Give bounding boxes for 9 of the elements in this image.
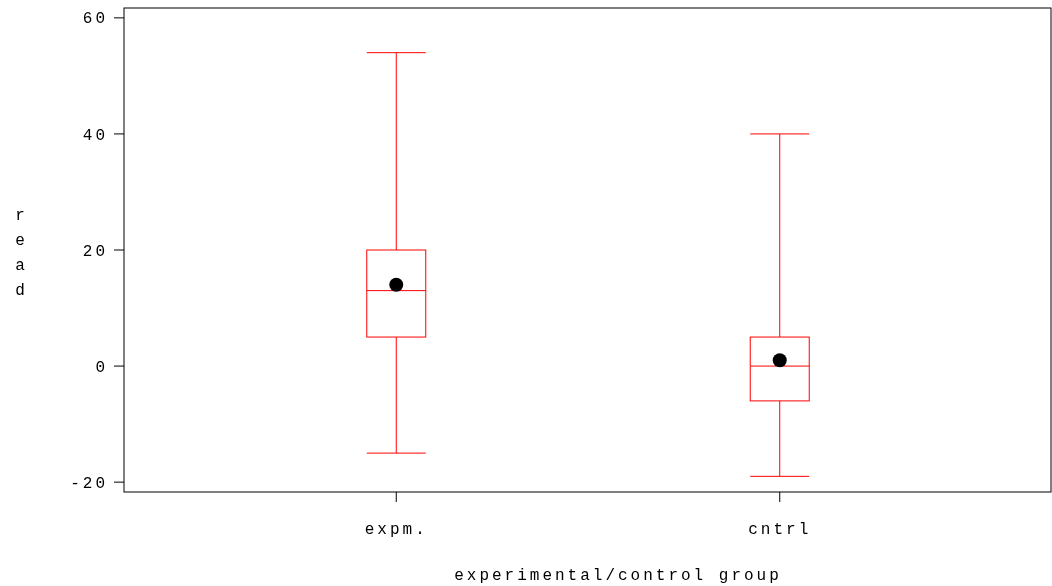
x-tick-label: cntrl [748,521,812,539]
y-tick-label: -20 [70,474,108,493]
y-tick-label: 60 [82,10,108,29]
y-tick-label: 40 [82,126,108,145]
x-tick-label: expm. [364,521,428,539]
y-tick-label: 0 [95,358,108,377]
y-tick-label: 20 [82,242,108,261]
x-axis-title: experimental/control group [454,567,782,585]
y-axis-title: read [15,207,26,300]
